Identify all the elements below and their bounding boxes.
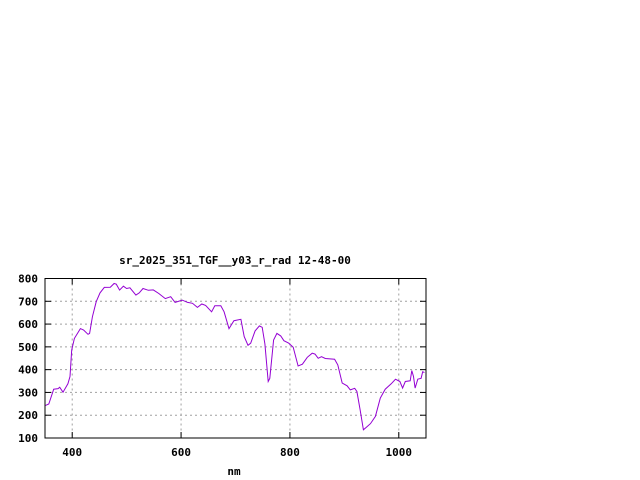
y-tick-label: 200 [18,409,38,422]
x-tick-label: 600 [171,446,191,459]
tick-labels: 100 200 300 400 500 600 700 800 400 600 800 1000 [18,273,412,460]
chart-title: sr_2025_351_TGF__y03_r_rad 12-48-00 [119,254,351,267]
x-tick-label: 800 [280,446,300,459]
y-tick-label: 600 [18,318,38,331]
y-tick-label: 800 [18,273,38,286]
y-tick-label: 500 [18,341,38,354]
x-tick-label: 1000 [386,446,413,459]
y-tick-label: 300 [18,386,38,399]
y-tick-label: 100 [18,432,38,445]
grid [45,278,426,438]
x-axis-label: nm [227,465,241,478]
series-line [45,282,425,431]
y-tick-label: 700 [18,295,38,308]
plot-border [44,278,427,439]
y-tick-label: 400 [18,364,38,377]
ticks [45,278,426,439]
x-tick-label: 400 [62,446,82,459]
